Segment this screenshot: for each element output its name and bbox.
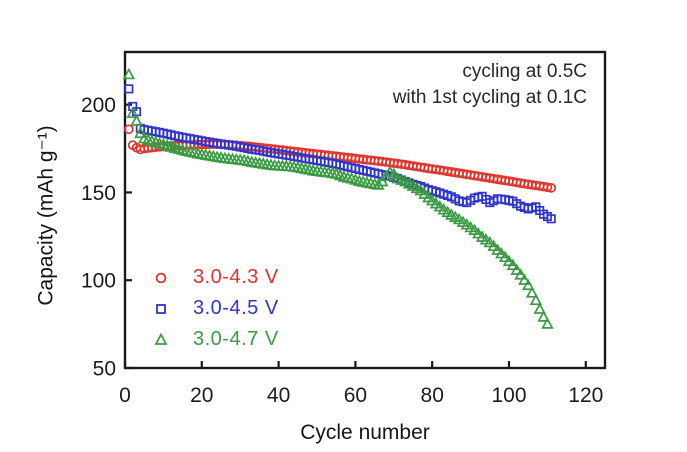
x-tick-label: 120 xyxy=(568,384,603,407)
data-point-triangle xyxy=(130,114,143,126)
data-point-triangle xyxy=(514,268,527,280)
legend-label-3p0-4p7v: 3.0-4.7 V xyxy=(193,328,279,350)
data-point-triangle xyxy=(387,167,401,179)
data-point-triangle xyxy=(541,317,554,329)
data-point-square xyxy=(124,84,134,94)
data-point-triangle xyxy=(518,273,531,285)
data-point-triangle xyxy=(126,106,139,118)
x-tick-label: 60 xyxy=(344,384,367,407)
data-point-circle xyxy=(123,124,134,135)
data-point-triangle xyxy=(521,278,535,291)
legend-item-3p0-4p7v: 3.0-4.7 V xyxy=(146,324,279,355)
data-point-circle xyxy=(542,182,553,193)
data-point-triangle xyxy=(533,302,546,314)
legend-circle-marker-icon xyxy=(155,272,167,283)
legend-item-3p0-4p5v: 3.0-4.5 V xyxy=(146,293,279,324)
y-axis-title: Capacity (mAh g⁻¹) xyxy=(34,125,58,306)
data-point-triangle xyxy=(495,247,508,259)
data-point-triangle xyxy=(122,67,136,80)
data-point-square xyxy=(546,214,556,224)
plot-frame xyxy=(123,50,607,370)
y-tick-label: 50 xyxy=(93,358,116,381)
legend-item-3p0-4p3v: 3.0-4.3 V xyxy=(146,262,279,293)
x-tick-label: 100 xyxy=(491,384,526,407)
data-point-triangle xyxy=(506,258,520,271)
data-point-triangle xyxy=(510,263,523,275)
legend-label-3p0-4p5v: 3.0-4.5 V xyxy=(193,297,279,319)
legend-triangle-marker-icon xyxy=(154,332,168,345)
chart-legend: 3.0-4.3 V 3.0-4.5 V 3.0-4.7 V xyxy=(146,262,279,355)
series-3.0-4.7V xyxy=(122,67,554,329)
x-tick-label: 0 xyxy=(119,384,131,407)
annotation-line-1: cycling at 0.5C xyxy=(462,61,587,82)
legend-label-3p0-4p3v: 3.0-4.3 V xyxy=(193,266,279,288)
x-axis-title: Cycle number xyxy=(300,421,430,444)
data-point-triangle xyxy=(483,235,497,248)
data-point-triangle xyxy=(502,254,516,267)
x-tick-label: 80 xyxy=(421,384,444,407)
data-point-triangle xyxy=(376,174,389,187)
data-point-triangle xyxy=(537,310,550,322)
data-point-triangle xyxy=(491,243,504,255)
data-point-triangle xyxy=(525,286,539,298)
y-tick-label: 200 xyxy=(81,94,116,117)
data-point-triangle xyxy=(372,178,385,190)
y-tick-label: 150 xyxy=(81,182,116,205)
x-tick-label: 40 xyxy=(267,384,290,407)
data-point-triangle xyxy=(498,250,512,263)
data-point-triangle xyxy=(487,239,500,252)
data-point-triangle xyxy=(529,293,543,306)
data-point-triangle xyxy=(134,126,147,139)
x-tick-label: 20 xyxy=(190,384,213,407)
data-point-circle xyxy=(546,183,557,193)
annotation-line-2: with 1st cycling at 0.1C xyxy=(392,87,587,108)
legend-square-marker-icon xyxy=(156,303,166,314)
y-tick-label: 100 xyxy=(81,270,116,293)
cycling-condition-annotation: cycling at 0.5C with 1st cycling at 0.1C xyxy=(393,59,587,111)
